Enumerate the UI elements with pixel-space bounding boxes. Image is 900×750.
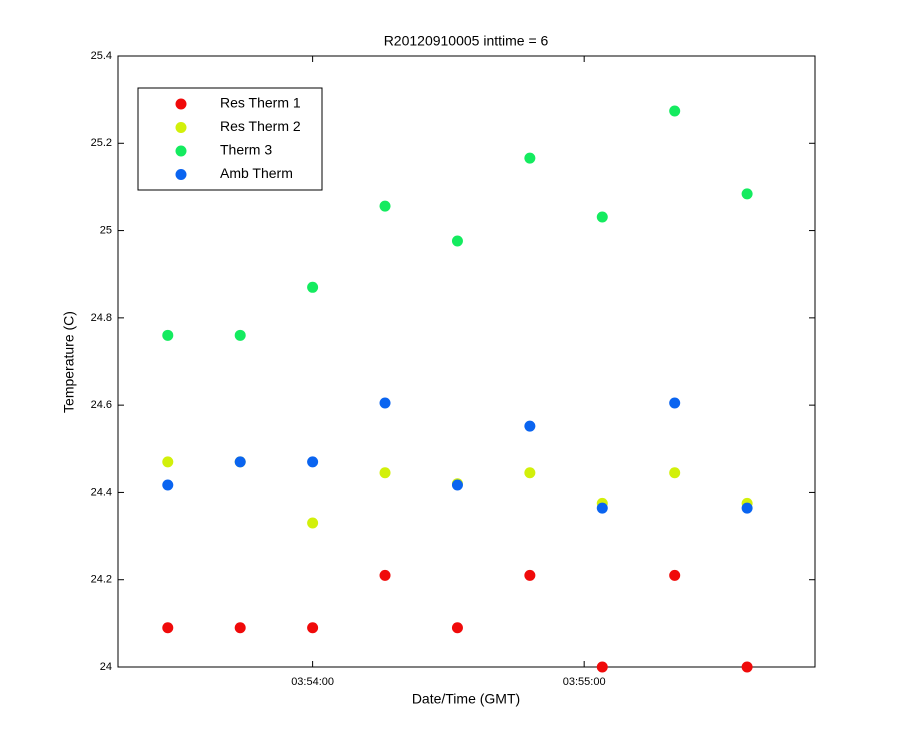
point xyxy=(451,479,463,491)
point xyxy=(307,281,319,293)
point xyxy=(162,329,174,341)
y-tick-label: 25 xyxy=(100,224,112,236)
x-tick-label: 03:54:00 xyxy=(291,676,334,688)
y-tick-label: 24.2 xyxy=(91,574,112,586)
point xyxy=(162,456,174,468)
point xyxy=(307,456,319,468)
point xyxy=(669,105,681,117)
y-tick-label: 24.8 xyxy=(91,312,112,324)
legend-box xyxy=(137,87,323,191)
point xyxy=(596,661,608,673)
point xyxy=(162,622,174,634)
point xyxy=(741,188,753,200)
point xyxy=(379,569,391,581)
y-tick-label: 24.6 xyxy=(91,399,112,411)
point xyxy=(596,502,608,514)
x-tick-label: 03:55:00 xyxy=(563,676,606,688)
point xyxy=(524,569,536,581)
point xyxy=(379,397,391,409)
point xyxy=(741,661,753,673)
point xyxy=(307,517,319,529)
point xyxy=(524,467,536,479)
y-tick-label: 25.4 xyxy=(91,50,112,62)
legend-marker xyxy=(175,145,187,157)
point xyxy=(162,479,174,491)
chart-title: R20120910005 inttime = 6 xyxy=(384,33,549,49)
legend-label: Amb Therm xyxy=(220,165,293,181)
point xyxy=(234,456,246,468)
point xyxy=(741,502,753,514)
point xyxy=(524,152,536,164)
point xyxy=(524,420,536,432)
point xyxy=(234,622,246,634)
legend-label: Res Therm 2 xyxy=(220,118,301,134)
point xyxy=(669,467,681,479)
legend-marker xyxy=(175,98,187,110)
y-tick-label: 24.4 xyxy=(91,486,112,498)
y-axis-label: Temperature (C) xyxy=(61,311,77,413)
point xyxy=(379,467,391,479)
point xyxy=(234,329,246,341)
point xyxy=(379,200,391,212)
y-tick-label: 25.2 xyxy=(91,137,112,149)
legend-label: Therm 3 xyxy=(220,142,272,158)
legend-label: Res Therm 1 xyxy=(220,95,301,111)
legend-marker xyxy=(175,122,187,133)
point xyxy=(596,211,608,223)
y-tick-label: 24 xyxy=(100,661,112,673)
legend-marker xyxy=(175,169,187,180)
point xyxy=(669,569,681,581)
point xyxy=(307,622,319,634)
x-axis-label: Date/Time (GMT) xyxy=(412,691,520,707)
point xyxy=(451,235,463,247)
point xyxy=(669,397,681,409)
point xyxy=(451,622,463,634)
